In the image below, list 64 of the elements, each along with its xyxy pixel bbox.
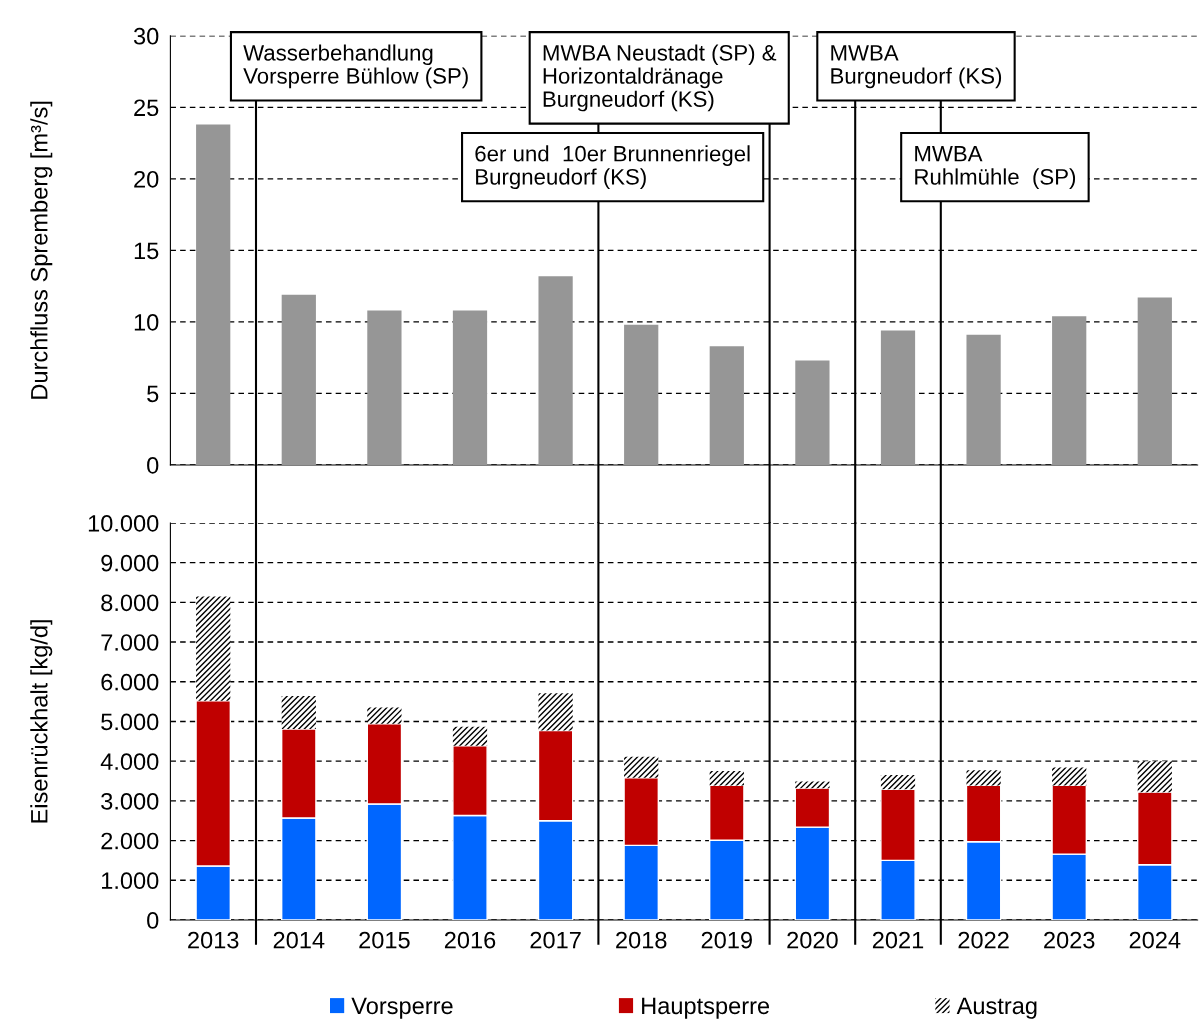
- bar: [452, 726, 488, 746]
- y-tick-label: 1.000: [102, 872, 159, 890]
- y-tick-label: 9.000: [101, 554, 159, 572]
- ref-line-label: 6er und 10er Brunnenriegel Burgneudorf (KS): [475, 145, 750, 190]
- x-tick-label: 2017: [530, 931, 581, 949]
- y-tick-label: 15: [134, 242, 159, 260]
- y-tick-label: 0: [147, 457, 159, 474]
- y-axis-title: Eisenrückhalt [kg/d]: [30, 620, 53, 823]
- ref-line-label: MWBA Ruhlmühle (SP): [915, 146, 1076, 190]
- bar: [367, 707, 402, 724]
- y-tick-label: 20: [134, 170, 159, 188]
- legend-label: Austrag: [956, 997, 1037, 1019]
- x-tick-label: 2024: [1129, 931, 1181, 949]
- y-axis-title: Durchfluss Spremberg [m³/s]: [30, 101, 53, 399]
- bar: [281, 294, 316, 465]
- y-tick-label: 25: [134, 99, 159, 117]
- y-tick-label: 5: [147, 385, 159, 403]
- ref-line-label: Wasserbehandlung Vorsperre Bühlow (SP): [243, 44, 468, 89]
- y-tick-label: 7.000: [101, 634, 159, 651]
- y-tick-label: 0: [147, 912, 159, 929]
- bar: [795, 360, 830, 465]
- y-tick-label: 5.000: [101, 713, 159, 731]
- x-tick-label: 2018: [616, 931, 667, 949]
- bar: [966, 770, 1001, 786]
- x-tick-label: 2014: [273, 931, 325, 949]
- x-tick-label: 2020: [787, 931, 838, 949]
- bar: [1137, 761, 1172, 793]
- y-tick-label: 10: [134, 313, 159, 331]
- bar: [880, 330, 916, 465]
- x-tick-label: 2013: [188, 931, 239, 949]
- y-tick-label: 10.000: [88, 515, 159, 532]
- x-tick-label: 2019: [701, 931, 752, 949]
- y-tick-label: 30: [133, 27, 159, 45]
- bar: [367, 310, 402, 465]
- bar: [538, 276, 573, 465]
- x-tick-label: 2023: [1044, 931, 1095, 949]
- legend-label: Vorsperre: [351, 997, 453, 1019]
- bar: [624, 324, 659, 465]
- bar: [795, 781, 830, 789]
- bar: [1052, 316, 1087, 465]
- ref-line-label: MWBA Neustadt (SP) & Horizontaldränage Burgneudorf (KS): [543, 44, 777, 112]
- x-tick-label: 2022: [958, 931, 1009, 949]
- bar: [880, 775, 916, 790]
- bar: [196, 596, 231, 701]
- legend-label: Hauptsperre: [642, 997, 770, 1019]
- bar: [709, 346, 744, 465]
- bar: [624, 756, 659, 778]
- bar: [1052, 767, 1087, 786]
- bar: [452, 310, 488, 465]
- bar: [1137, 297, 1172, 465]
- x-tick-label: 2021: [872, 931, 924, 949]
- bar: [709, 771, 744, 786]
- y-tick-label: 8.000: [101, 594, 159, 612]
- y-tick-label: 4.000: [100, 753, 159, 770]
- bar: [538, 693, 573, 731]
- x-tick-label: 2015: [359, 931, 410, 949]
- x-tick-label: 2016: [444, 931, 496, 949]
- y-tick-label: 3.000: [101, 792, 159, 810]
- bar: [966, 334, 1001, 465]
- y-tick-label: 6.000: [101, 673, 159, 691]
- ref-line-label: MWBA Burgneudorf (KS): [831, 45, 1002, 89]
- bar: [196, 124, 231, 465]
- y-tick-label: 2.000: [101, 832, 159, 850]
- bar: [281, 696, 316, 730]
